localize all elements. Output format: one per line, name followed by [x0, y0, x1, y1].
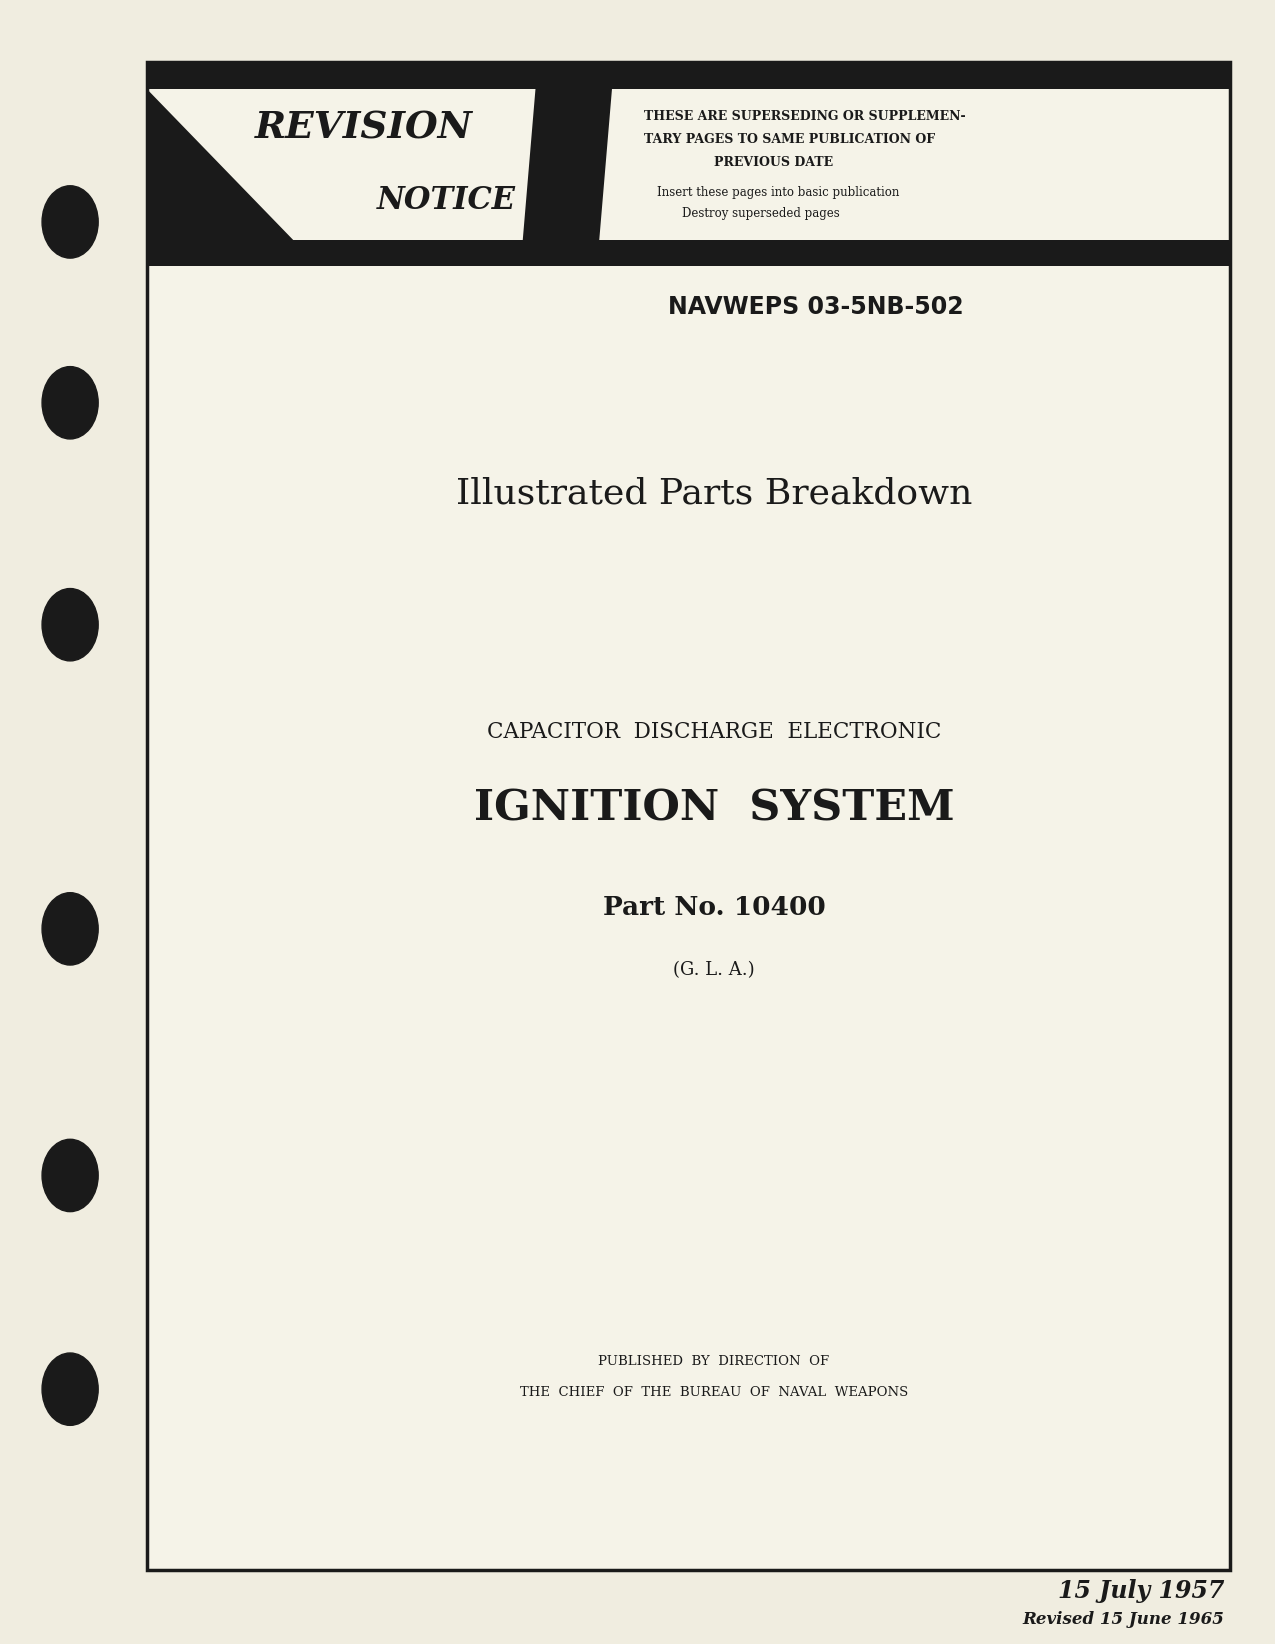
Text: THE  CHIEF  OF  THE  BUREAU  OF  NAVAL  WEAPONS: THE CHIEF OF THE BUREAU OF NAVAL WEAPONS — [520, 1386, 908, 1399]
Text: CAPACITOR  DISCHARGE  ELECTRONIC: CAPACITOR DISCHARGE ELECTRONIC — [487, 720, 941, 743]
Text: (G. L. A.): (G. L. A.) — [673, 962, 755, 978]
Text: IGNITION  SYSTEM: IGNITION SYSTEM — [474, 787, 954, 830]
Text: NOTICE: NOTICE — [376, 186, 516, 215]
Text: Part No. 10400: Part No. 10400 — [603, 894, 825, 921]
Text: NAVWEPS 03-5NB-502: NAVWEPS 03-5NB-502 — [668, 296, 964, 319]
Circle shape — [42, 186, 98, 258]
Circle shape — [42, 589, 98, 661]
Text: Insert these pages into basic publication: Insert these pages into basic publicatio… — [657, 186, 899, 199]
Bar — [147, 240, 1230, 266]
Text: REVISION: REVISION — [255, 110, 472, 146]
Text: TARY PAGES TO SAME PUBLICATION OF: TARY PAGES TO SAME PUBLICATION OF — [644, 133, 935, 146]
Polygon shape — [523, 89, 612, 240]
Text: PUBLISHED  BY  DIRECTION  OF: PUBLISHED BY DIRECTION OF — [598, 1355, 830, 1368]
Bar — [147, 62, 1230, 1570]
Text: 15 July 1957: 15 July 1957 — [1057, 1580, 1224, 1603]
Circle shape — [42, 367, 98, 439]
Circle shape — [42, 1353, 98, 1425]
Text: Destroy superseded pages: Destroy superseded pages — [682, 207, 840, 220]
Polygon shape — [147, 89, 293, 240]
Text: Illustrated Parts Breakdown: Illustrated Parts Breakdown — [456, 477, 973, 510]
Circle shape — [42, 893, 98, 965]
Circle shape — [42, 1139, 98, 1212]
Bar — [147, 62, 1230, 89]
Text: Revised 15 June 1965: Revised 15 June 1965 — [1023, 1611, 1224, 1628]
Text: THESE ARE SUPERSEDING OR SUPPLEMEN-: THESE ARE SUPERSEDING OR SUPPLEMEN- — [644, 110, 965, 123]
Text: PREVIOUS DATE: PREVIOUS DATE — [714, 156, 833, 169]
